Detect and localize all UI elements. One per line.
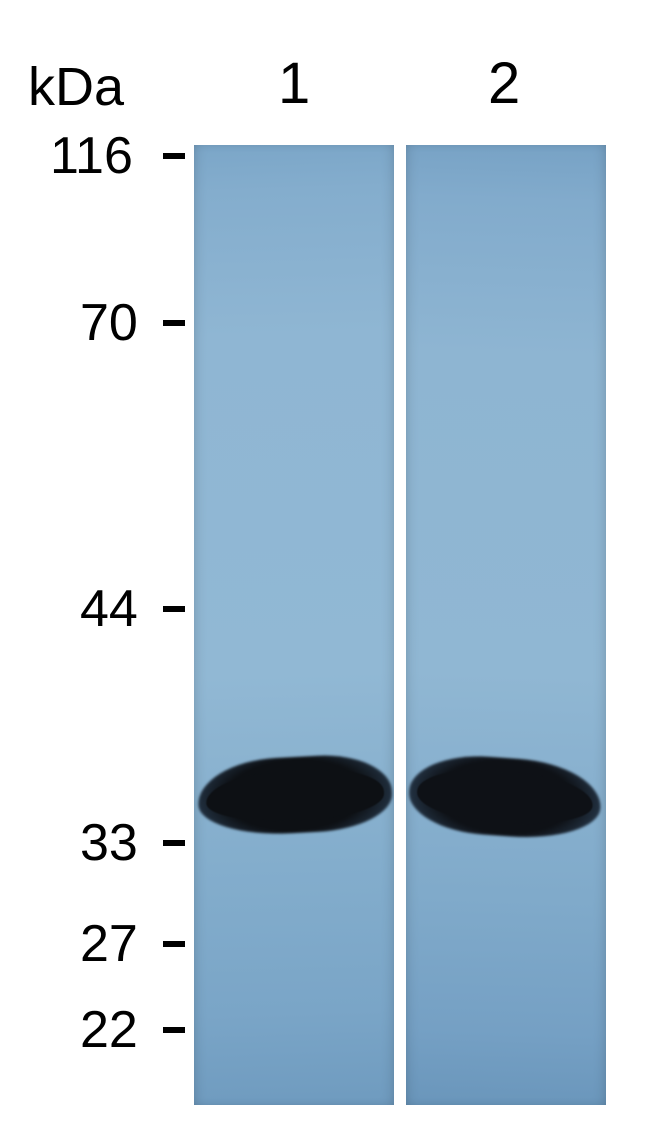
axis-tick [163,941,185,947]
axis-marker-label: 22 [80,1000,138,1060]
axis-marker-label: 44 [80,579,138,639]
axis-marker-label: 116 [50,126,133,186]
axis-marker-label: 70 [80,293,138,353]
western-blot-figure: kDa 116 70 44 33 27 22 1 2 [0,0,650,1146]
axis-unit-label: kDa [28,56,124,118]
axis-marker-label: 27 [80,914,138,974]
lane-1 [194,145,394,1105]
lane-number-label: 2 [488,50,520,117]
lane-number-label: 1 [278,50,310,117]
lane-2 [406,145,606,1105]
axis-tick [163,1027,185,1033]
axis-tick [163,606,185,612]
axis-tick [163,153,185,159]
axis-tick [163,320,185,326]
axis-tick [163,840,185,846]
axis-marker-label: 33 [80,813,138,873]
